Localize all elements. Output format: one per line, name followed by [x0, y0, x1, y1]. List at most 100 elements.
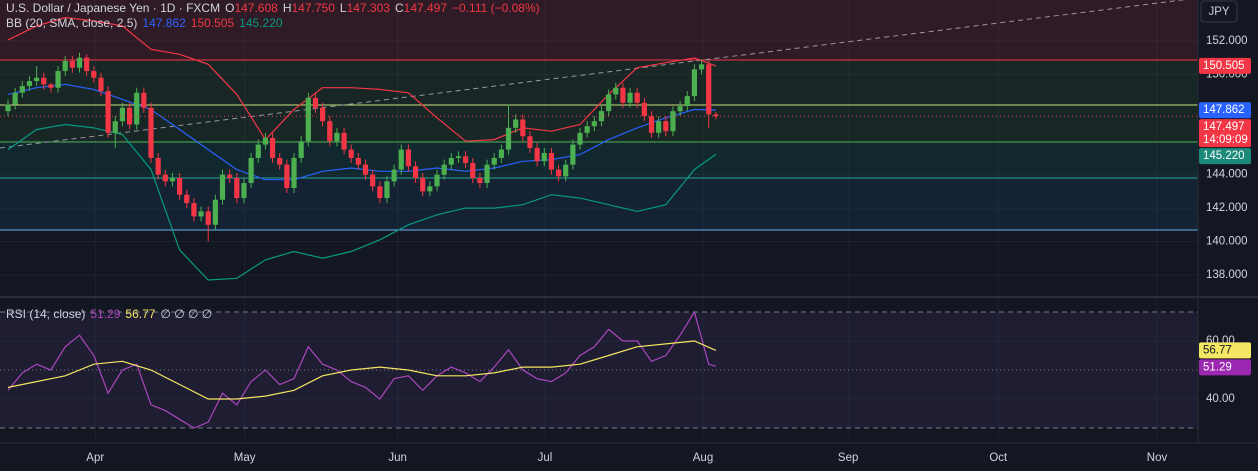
candle-body — [184, 194, 190, 204]
candle-body — [112, 121, 118, 133]
candle-body — [598, 111, 605, 122]
drawings — [0, 0, 1198, 231]
candle-body — [277, 157, 283, 165]
candle-body — [656, 121, 662, 133]
candle-body — [384, 181, 390, 199]
x-tick-label: Jul — [538, 452, 553, 464]
candle-body — [420, 178, 426, 192]
candle-body — [570, 144, 576, 165]
candle-body — [241, 183, 247, 199]
x-tick-label: Apr — [86, 452, 104, 464]
candle-body — [320, 107, 326, 122]
grid — [0, 0, 1198, 443]
candle-body — [155, 157, 161, 175]
price-label: 147.497 — [1203, 121, 1245, 133]
candle-body — [269, 137, 276, 158]
candle-body — [227, 174, 233, 179]
plot — [0, 16, 1198, 429]
candle-body — [91, 71, 97, 78]
countdown: 14:09:09 — [1203, 134, 1248, 146]
candle-body — [405, 149, 412, 167]
candle-body — [505, 127, 512, 150]
series-line — [7, 310, 717, 429]
candle-body — [684, 96, 690, 107]
y-tick-label: 144.000 — [1206, 169, 1248, 181]
price-label: 150.505 — [1203, 60, 1245, 72]
price-label: 56.77 — [1203, 344, 1232, 356]
bb-value: 147.862 — [142, 16, 186, 30]
zone — [0, 60, 1198, 142]
candle-body — [169, 178, 176, 182]
candle-body — [448, 157, 454, 165]
candle-body — [434, 174, 440, 187]
candle-body — [591, 121, 597, 127]
candle-body — [563, 164, 569, 177]
candle-body — [362, 164, 369, 175]
candle-body — [441, 164, 447, 175]
candle-body — [177, 178, 183, 195]
currency-label[interactable]: JPY — [1208, 6, 1229, 18]
candle-body — [691, 69, 698, 97]
rsi-band — [0, 312, 1198, 429]
candle-body — [541, 152, 547, 162]
symbol-name: U.S. Dollar / Japanese Yen · 1D · FXCM — [6, 1, 221, 15]
candle-body — [477, 178, 483, 184]
trend-line — [0, 0, 1187, 149]
rsi-value: 56.77 — [125, 307, 156, 321]
candle-body — [470, 162, 476, 179]
zone — [0, 178, 1198, 230]
change: −0.111 (−0.08%) — [452, 1, 540, 15]
candle-body — [398, 149, 404, 170]
bb-legend: BB (20, SMA, close, 2.5) 147.862 150.505 14… — [6, 16, 283, 30]
candle-body — [105, 91, 111, 133]
candle-body — [627, 92, 633, 103]
candle-body — [677, 106, 683, 112]
candle-body — [219, 174, 226, 200]
price-label-box — [1199, 148, 1251, 165]
ohlc-item: H147.750 — [283, 1, 335, 15]
rsi-value: 51.29 — [90, 307, 121, 321]
price-label-box — [1199, 342, 1251, 359]
candle-body — [134, 92, 140, 125]
candle-body — [412, 166, 419, 179]
candle-body — [84, 57, 90, 72]
candle-body — [262, 137, 269, 145]
ohlc-value: 147.497 — [403, 1, 448, 15]
candle-body — [455, 156, 462, 158]
candle-body — [312, 97, 319, 108]
candle-body — [305, 97, 311, 142]
ohlc-key: H — [282, 1, 292, 15]
candle-body — [205, 211, 211, 225]
candle-body — [370, 174, 376, 187]
candle-body — [620, 87, 626, 103]
candle-body — [334, 132, 340, 142]
candle-body — [484, 164, 490, 184]
ohlc-item: L147.303 — [340, 1, 390, 15]
candle-body — [391, 169, 397, 182]
candle-body — [26, 81, 33, 87]
candle-body — [98, 77, 104, 92]
candle-body — [491, 157, 497, 165]
bb-value: 145.220 — [239, 16, 283, 30]
y-tick-label: 142.000 — [1206, 202, 1248, 214]
rsi-name: RSI (14, close) — [6, 307, 86, 321]
candle-body — [41, 77, 47, 85]
ohlc-key: L — [339, 1, 347, 15]
currency-button[interactable] — [1200, 0, 1238, 23]
price-axis — [1198, 0, 1258, 471]
candle-body — [248, 157, 254, 184]
candle-body — [527, 136, 533, 148]
ohlc-value: 147.303 — [346, 1, 390, 15]
bb-value: 150.505 — [190, 16, 235, 30]
x-tick-label: Nov — [1147, 452, 1168, 464]
axes: Apr May Jun Jul Aug Sep Oct Nov152.000150.00014… — [86, 35, 1251, 464]
candle-body — [348, 149, 354, 158]
candle-body — [706, 64, 712, 115]
candle-body — [255, 144, 261, 158]
candle-body — [212, 199, 218, 225]
x-tick-label: May — [234, 452, 256, 464]
candle-body — [613, 87, 619, 95]
rsi-legend: RSI (14, close) 51.29 56.77 ∅ ∅ ∅ ∅ — [6, 307, 212, 321]
candle-body — [298, 141, 304, 158]
